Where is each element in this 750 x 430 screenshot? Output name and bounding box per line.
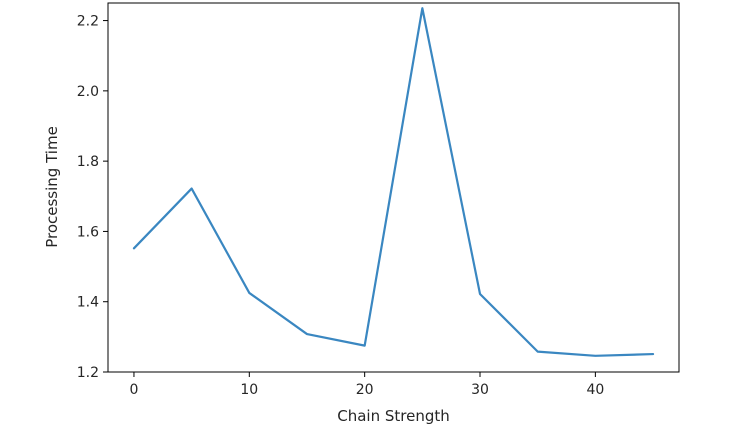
data-point xyxy=(421,7,423,9)
y-tick-label: 2.0 xyxy=(77,84,99,100)
series-line xyxy=(132,7,655,357)
x-axis-title: Chain Strength xyxy=(337,407,450,425)
data-point xyxy=(594,355,596,357)
x-tick-label: 10 xyxy=(240,382,258,398)
data-point xyxy=(306,333,308,335)
data-point xyxy=(133,247,135,249)
y-tick-label: 1.4 xyxy=(77,295,99,311)
data-point xyxy=(364,345,366,347)
data-point xyxy=(537,351,539,353)
y-tick-label: 1.8 xyxy=(77,154,99,170)
y-tick-label: 1.2 xyxy=(77,365,99,381)
y-axis-ticks: 1.2 1.4 1.6 1.8 2.0 2.2 xyxy=(77,14,108,381)
plot-frame xyxy=(107,2,680,373)
x-tick-label: 40 xyxy=(586,382,604,398)
x-tick-label: 20 xyxy=(356,382,374,398)
x-axis-ticks: 0 10 20 30 40 xyxy=(129,372,604,398)
data-point xyxy=(652,353,654,355)
data-point xyxy=(479,293,481,295)
y-tick-label: 2.2 xyxy=(77,14,99,30)
data-point xyxy=(191,188,193,190)
x-tick-label: 0 xyxy=(129,382,138,398)
plot-background xyxy=(108,3,679,372)
y-axis-title: Processing Time xyxy=(43,126,61,248)
y-tick-label: 1.6 xyxy=(77,224,99,240)
x-tick-label: 30 xyxy=(471,382,489,398)
data-point xyxy=(248,292,250,294)
